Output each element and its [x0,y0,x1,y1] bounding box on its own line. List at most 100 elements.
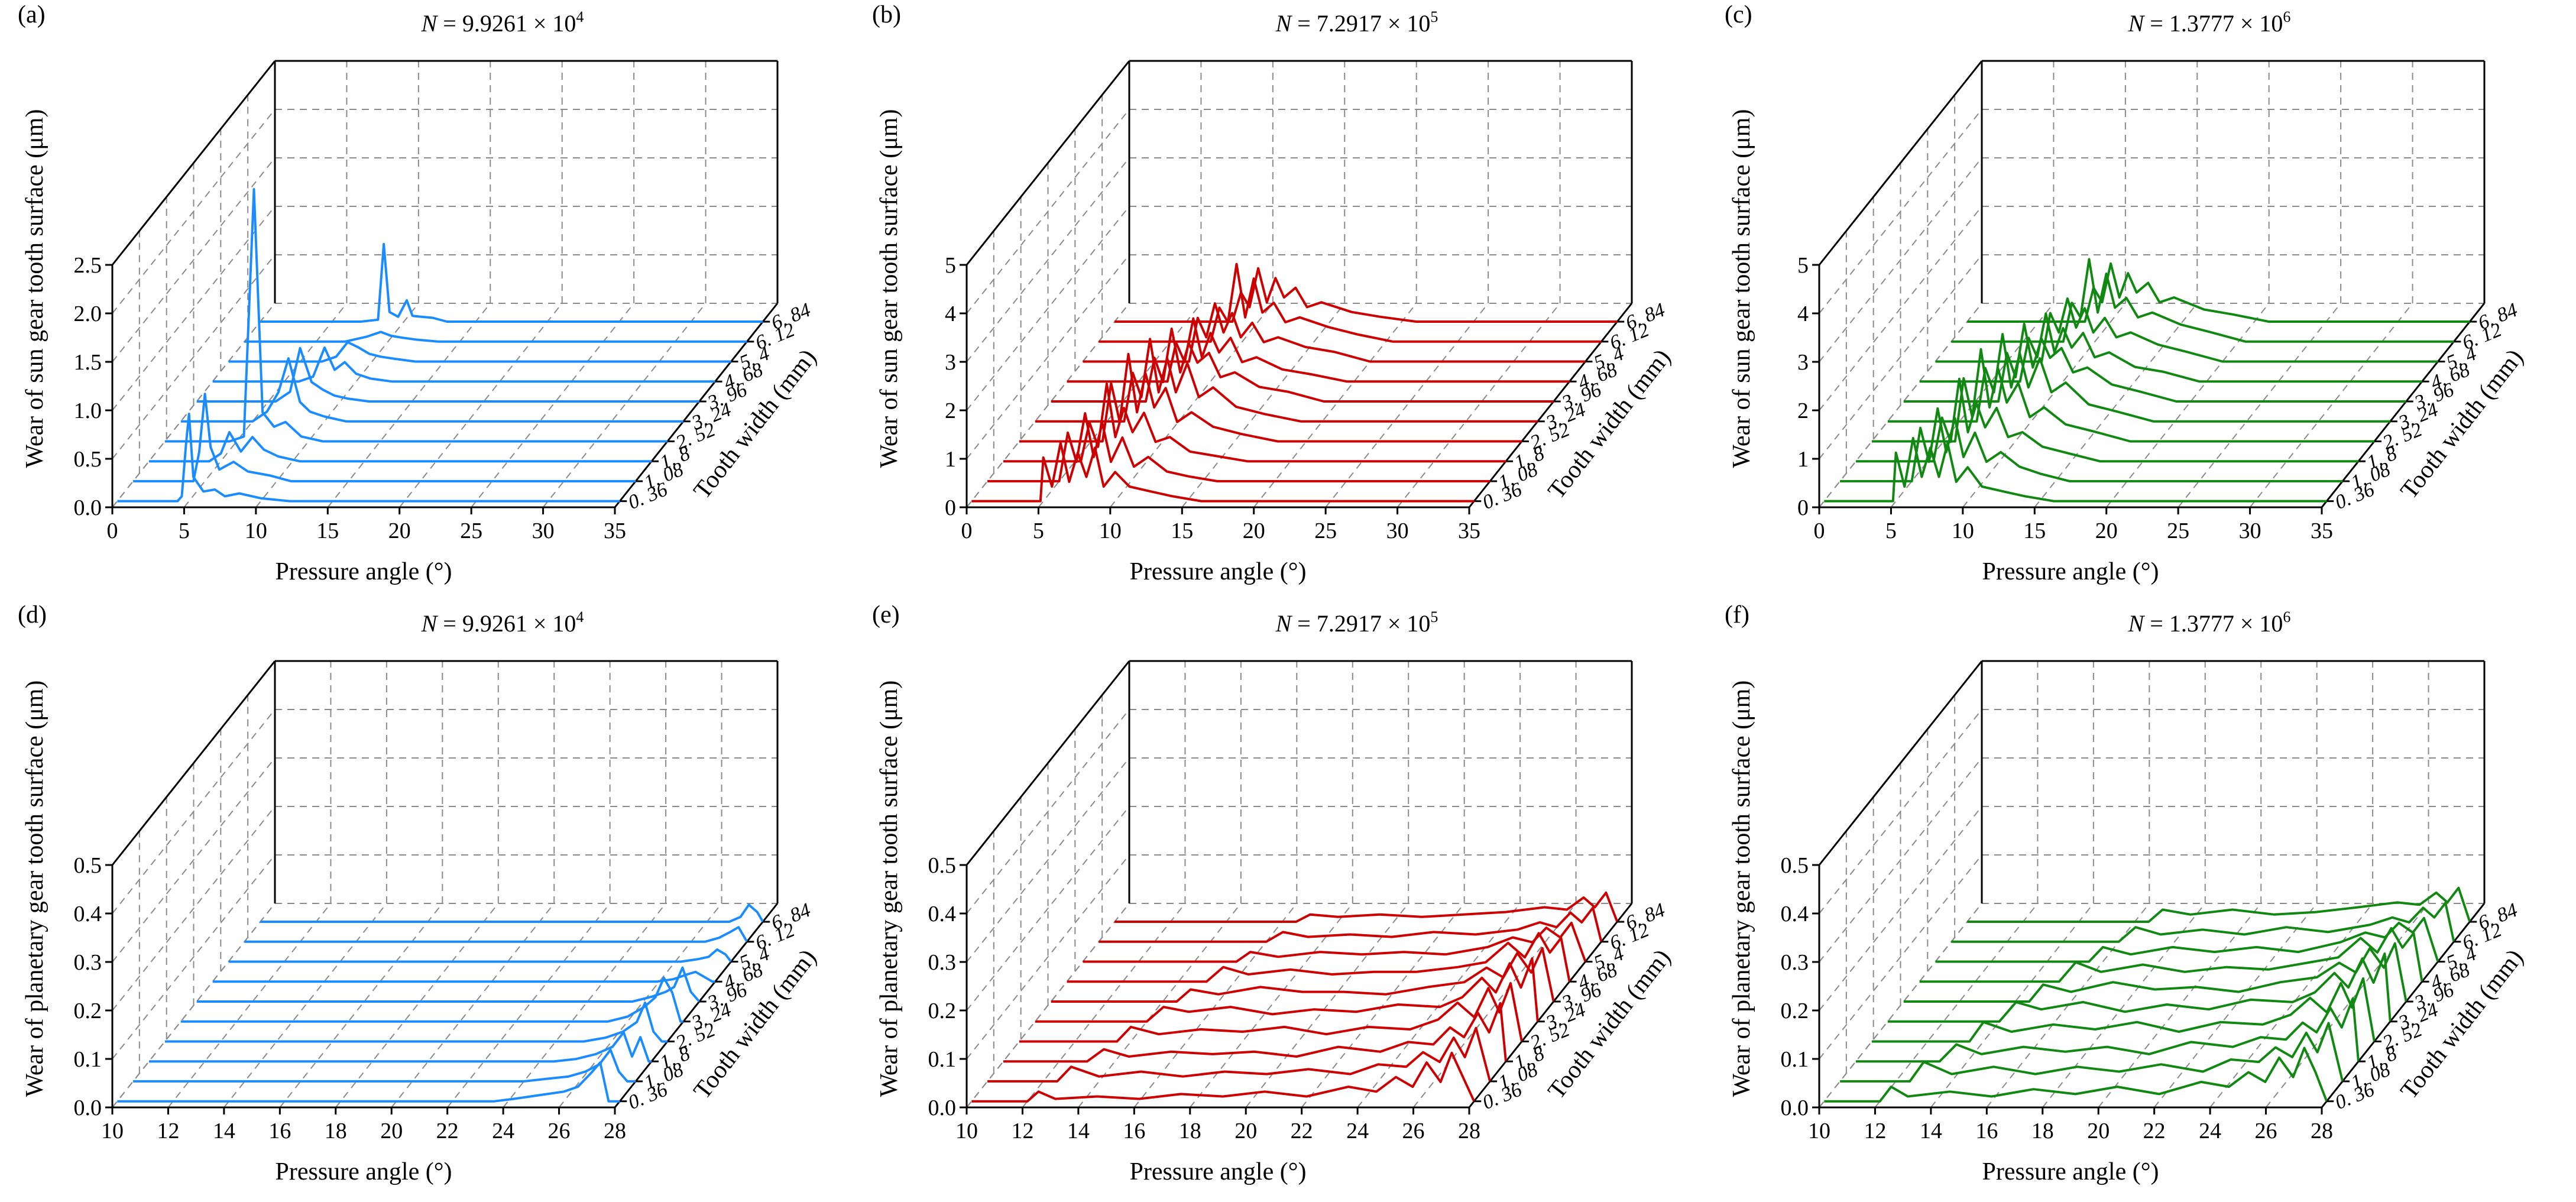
side-grid-diag [1819,854,1982,1060]
floor-grid-diag [446,903,611,1108]
x-tick-label: 20 [1234,1119,1257,1143]
x-tick-label: 16 [1975,1119,1998,1143]
y-tick-label: 5 [1797,253,1809,278]
series-line-1 [133,1048,636,1083]
y-tick-label: 0.1 [928,1047,957,1072]
floor-grid-diag [2042,903,2206,1108]
y-tick-label: 4 [945,302,956,326]
series-line-2 [1856,377,2358,463]
side-grid-diag [112,709,276,914]
floor-grid-diag [2153,903,2318,1108]
y-tick-label: 0.0 [928,1096,957,1120]
x-tick-label: 5 [1033,519,1044,543]
side-grid-diag [112,206,276,411]
side-grid-diag [966,109,1130,314]
floor-grid-diag [1325,303,1489,508]
series-line-6 [212,346,715,383]
x-tick-label: 35 [2311,519,2333,543]
x-tick-label: 5 [1885,519,1897,543]
series-group [971,891,1619,1103]
series-line-5 [1903,942,2407,1003]
title-rest: = 9.9261 × 10 [437,610,576,637]
series-line-3 [164,188,668,443]
x-tick-label: 20 [388,519,411,543]
y-axis-label: Wear of planetary gear tooth surface (μm… [1728,681,1755,1097]
floor-grid-diag [1133,903,1298,1108]
title-exponent: 6 [2283,608,2290,626]
series-line-9 [1967,886,2471,923]
panel-title: N = 7.2917 × 105 [1275,8,1438,37]
z-axis-line [2321,303,2486,508]
x-tick-label: 30 [532,519,555,543]
x-tick-label: 28 [1458,1119,1480,1143]
panel-label: (d) [18,601,47,628]
floor-grid-diag [966,903,1130,1108]
x-tick-label: 10 [1952,519,1974,543]
y-tick-label: 0.3 [1781,950,1809,975]
y-tick-label: 2.5 [74,253,102,278]
series-line-9 [1114,267,1618,323]
x-tick-label: 25 [460,519,482,543]
x-tick-label: 30 [1386,519,1409,543]
title-italic-n: N [2128,10,2146,37]
x-tick-label: 10 [955,1119,978,1143]
side-grid-diag [1819,757,1982,963]
x-tick-label: 0 [961,519,973,543]
series-line-0 [1824,1047,2328,1103]
floor-grid-diag [1396,303,1561,508]
x-tick-label: 24 [492,1119,514,1143]
panel-title: N = 9.9261 × 104 [421,608,584,637]
top-left-edge [1818,660,1983,866]
y-tick-label: 3 [945,350,956,375]
x-axis-label: Pressure angle (°) [1982,558,2159,585]
y-tick-label: 0 [1797,495,1809,520]
y-tick-label: 0.5 [74,853,102,878]
z-axis-line [2321,903,2486,1108]
y-tick-label: 0.5 [928,853,957,878]
side-grid-diag [112,254,276,459]
title-italic-n: N [2128,610,2146,637]
series-group [971,263,1618,503]
x-tick-label: 0 [1814,519,1825,543]
y-tick-label: 0.0 [74,1096,102,1120]
series-line-9 [1967,262,2470,323]
floor-grid-diag [2249,303,2413,508]
x-tick-label: 5 [179,519,190,543]
title-italic-n: N [421,610,439,637]
floor-grid-diag [1245,903,1409,1108]
x-tick-label: 0 [107,519,118,543]
series-line-8 [1099,906,1603,943]
x-tick-label: 20 [1243,519,1265,543]
floor-grid-diag [1819,903,1982,1108]
series-line-5 [1903,322,2406,403]
title-rest: = 9.9261 × 10 [437,10,576,37]
series-line-7 [1083,302,1586,363]
title-exponent: 4 [576,8,584,25]
panel-label: (b) [872,1,901,28]
z-axis-line [614,303,779,508]
series-line-2 [1003,383,1506,463]
side-grid-diag [966,709,1130,914]
x-tick-label: 20 [2095,519,2118,543]
x-tick-label: 20 [380,1119,403,1143]
title-rest: = 1.3777 × 10 [2144,610,2283,637]
y-tick-label: 1 [945,447,956,472]
floor-grid-diag [1890,303,2055,508]
series-line-2 [149,1031,652,1063]
floor-grid-diag [391,903,555,1108]
x-tick-label: 25 [2167,519,2189,543]
x-tick-label: 10 [1808,1119,1830,1143]
floor-grid-diag [1412,903,1577,1108]
series-line-5 [196,346,699,403]
x-tick-label: 10 [1099,519,1122,543]
floor-grid-diag [1301,903,1465,1108]
floor-grid-diag [327,303,491,508]
y-tick-label: 1.0 [74,398,102,423]
series-line-5 [196,966,701,1003]
series-line-1 [987,1026,1492,1083]
series-line-9 [260,242,763,323]
series-line-1 [133,393,636,482]
floor-grid-diag [167,903,332,1108]
y-tick-label: 0.4 [1781,902,1809,926]
